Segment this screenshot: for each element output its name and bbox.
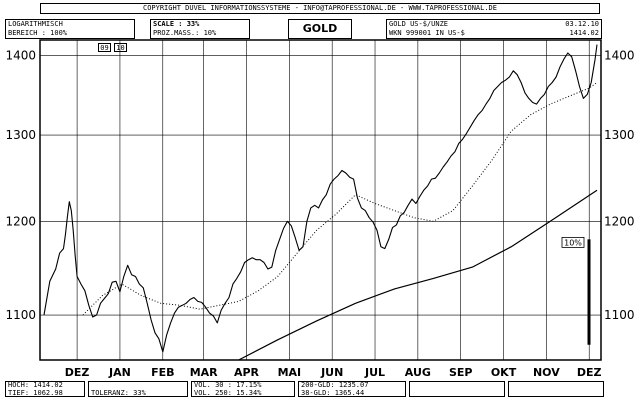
x-tick-label: OKT — [491, 366, 517, 379]
copyright-banner: COPYRIGHT DUVEL INFORMATIONSSYSTEME - IN… — [40, 3, 600, 14]
empty-box-2 — [508, 381, 604, 397]
scale-bar: 10% — [561, 237, 591, 345]
last-price-label: 1414.02 — [569, 29, 599, 37]
instrument-box: GOLD US-$/UNZE WKN 999001 IN US-$ 03.12.… — [386, 19, 602, 39]
series-line-gold — [43, 44, 598, 353]
instrument-label: GOLD US-$/UNZE — [389, 20, 449, 28]
x-tick-label: JUL — [364, 366, 385, 379]
x-tick-label: NOV — [533, 366, 560, 379]
y-tick-label-right: 1200 — [604, 214, 635, 228]
series-lines — [43, 44, 598, 361]
scale-box: SCALE : 33% PROZ.MASS.: 10% — [150, 19, 250, 39]
y-tick-label-left: 1200 — [5, 214, 36, 228]
series-line-200-gld — [238, 189, 598, 361]
moving-average-box: 200-GLD: 1235.07 38-GLD: 1365.44 — [298, 381, 406, 397]
x-tick-label: SEP — [449, 366, 473, 379]
wkn-label: WKN 999001 IN US-$ — [389, 29, 465, 37]
y-axis: 1100 1100 1200 1200 1300 1300 1400 1400 — [5, 48, 634, 322]
small-label-10: 10 — [114, 43, 127, 52]
scale-bar-box — [561, 237, 585, 248]
plot-frame — [39, 39, 602, 361]
x-tick-label: DEZ — [577, 366, 602, 379]
vol250-label: VOL. 250: 15.34% — [194, 389, 262, 397]
range-label: BEREICH : 100% — [8, 29, 68, 37]
scale-type-label: LOGARITHMISCH — [8, 20, 63, 28]
scale-bar-label: 10% — [564, 238, 582, 247]
x-axis: DEZ JAN FEB MAR APR MAI JUN JUL AUG SEP OKT NOV DEZ — [65, 366, 602, 379]
toleranz-label: TOLERANZ: 33% — [91, 389, 146, 397]
x-tick-label: MAR — [190, 366, 218, 379]
y-tick-label-right: 1300 — [604, 128, 635, 142]
proz-mass-label: PROZ.MASS.: 10% — [153, 29, 217, 37]
x-tick-label: JAN — [108, 366, 131, 379]
x-tick-label: FEB — [151, 366, 174, 379]
vol30-label: VOL. 30 : 17.15% — [194, 381, 262, 389]
y-tick-label-left: 1300 — [5, 128, 36, 142]
y-tick-label-right: 1400 — [604, 48, 635, 62]
volatility-box: VOL. 30 : 17.15% VOL. 250: 15.34% — [191, 381, 295, 397]
date-label: 03.12.10 — [565, 20, 599, 28]
series-line-38-gld — [82, 82, 598, 316]
small-label-09: 09 — [98, 43, 111, 52]
y-tick-label-left: 1100 — [5, 308, 36, 322]
y-tick-label-right: 1100 — [604, 308, 635, 322]
y-tick-label-left: 1400 — [5, 48, 36, 62]
scale-info-box: LOGARITHMISCH BEREICH : 100% — [5, 19, 135, 39]
toleranz-box: TOLERANZ: 33% — [88, 381, 188, 397]
hoch-tief-box: HOCH: 1414.02 TIEF: 1062.98 — [5, 381, 85, 397]
x-tick-label: MAI — [278, 366, 302, 379]
chart-title: GOLD — [288, 19, 352, 39]
x-tick-label: APR — [234, 366, 260, 379]
gld38-label: 38-GLD: 1365.44 — [301, 389, 365, 397]
scale-label: SCALE : 33% — [153, 20, 200, 28]
x-tick-label: JUN — [320, 366, 343, 379]
grid-lines — [40, 40, 601, 360]
x-tick-label: DEZ — [65, 366, 90, 379]
tief-label: TIEF: 1062.98 — [8, 389, 63, 397]
hoch-label: HOCH: 1414.02 — [8, 381, 63, 389]
gld200-label: 200-GLD: 1235.07 — [301, 381, 369, 389]
x-tick-label: AUG — [405, 366, 431, 379]
empty-box-1 — [409, 381, 505, 397]
